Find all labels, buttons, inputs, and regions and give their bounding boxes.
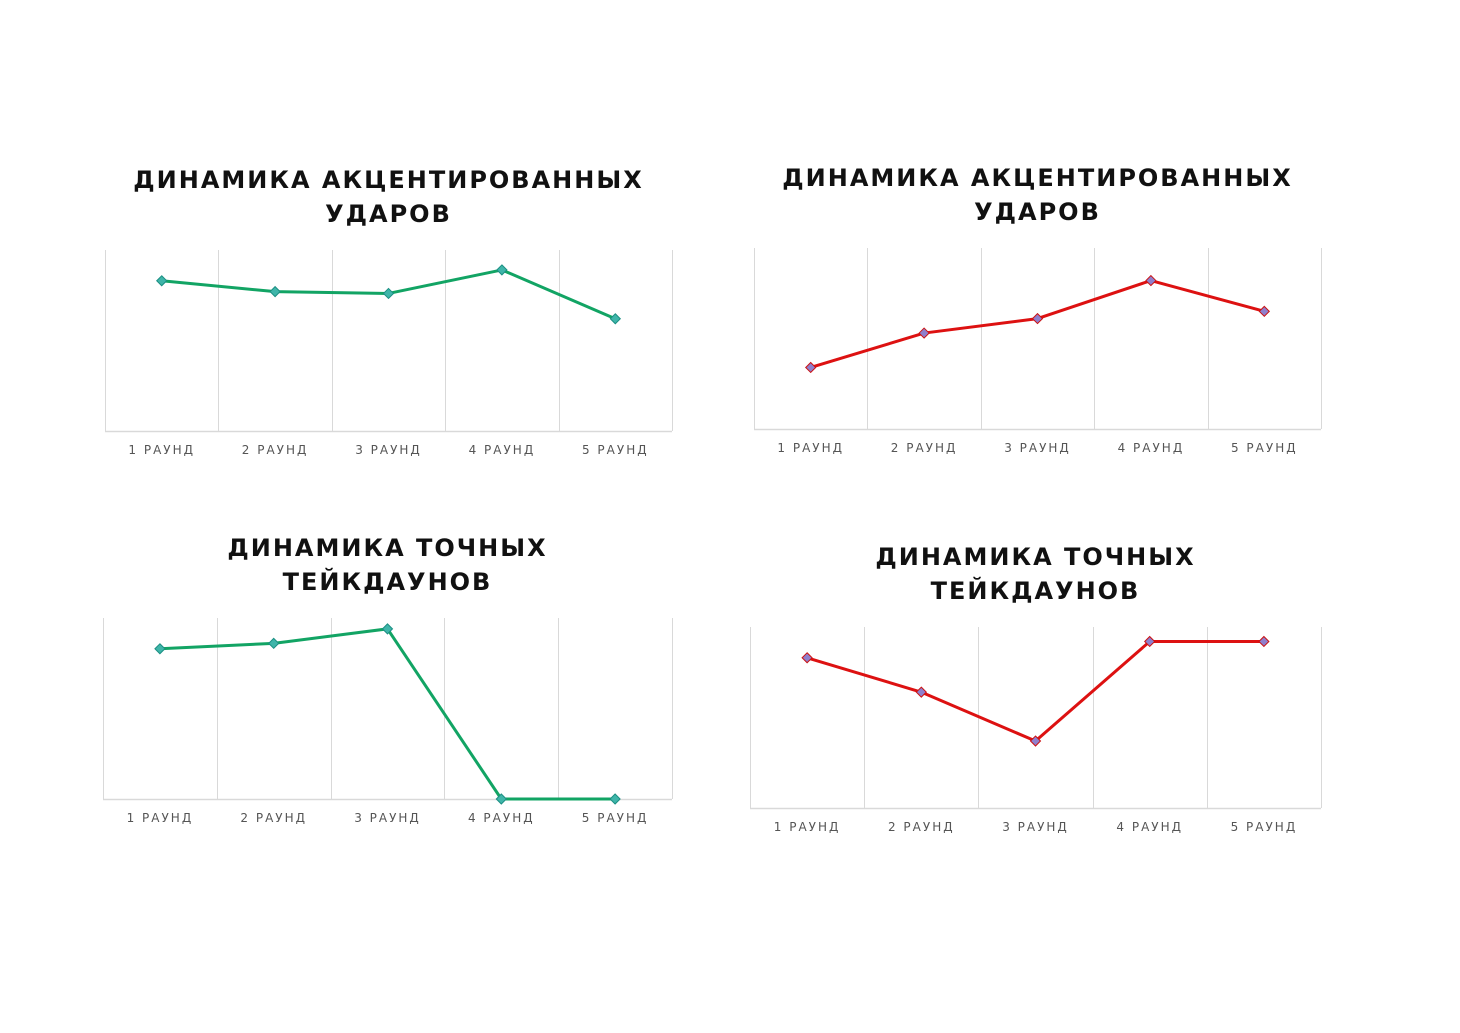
x-tick-label: 3 РАУНД bbox=[1002, 820, 1069, 834]
chart-title: ДИНАМИКА АКЦЕНТИРОВАННЫХ УДАРОВ bbox=[782, 164, 1293, 226]
plot-area: 1 РАУНД 2 РАУНД 3 РАУНД 4 РАУНД 5 РАУНД bbox=[750, 627, 1322, 834]
chart-title: ДИНАМИКА АКЦЕНТИРОВАННЫХ УДАРОВ bbox=[133, 166, 644, 228]
data-point bbox=[496, 264, 508, 276]
series-line bbox=[159, 627, 616, 801]
x-tick-label: 5 РАУНД bbox=[1231, 441, 1298, 455]
plot-area: 1 РАУНД 2 РАУНД 3 РАУНД 4 РАУНД 5 РАУНД bbox=[105, 250, 673, 457]
chart-title: ДИНАМИКА ТОЧНЫХ ТЕЙКДАУНОВ bbox=[875, 543, 1196, 605]
data-point bbox=[609, 313, 622, 325]
data-point bbox=[1258, 305, 1271, 318]
data-point bbox=[267, 637, 280, 650]
x-tick-label: 3 РАУНД bbox=[1004, 441, 1071, 455]
chart-accented-strikes-red: ДИНАМИКА АКЦЕНТИРОВАННЫХ УДАРОВ 1 РАУНД 2… bbox=[754, 159, 1322, 459]
x-tick-label: 2 РАУНД bbox=[240, 811, 307, 825]
chart-title: ДИНАМИКА ТОЧНЫХ ТЕЙКДАУНОВ bbox=[227, 534, 548, 596]
x-tick-label: 2 РАУНД bbox=[242, 443, 309, 457]
x-tick-label: 3 РАУНД bbox=[354, 811, 421, 825]
data-point bbox=[381, 623, 394, 635]
data-point bbox=[155, 275, 168, 287]
x-tick-label: 4 РАУНД bbox=[1118, 441, 1185, 455]
data-point bbox=[1145, 274, 1157, 287]
data-point bbox=[1143, 635, 1156, 648]
x-tick-label: 1 РАУНД bbox=[127, 811, 194, 825]
data-point bbox=[1029, 735, 1042, 747]
chart-takedowns-green: ДИНАМИКА ТОЧНЫХ ТЕЙКДАУНОВ 1 РАУНД 2 РАУН… bbox=[103, 529, 673, 829]
data-point bbox=[915, 686, 928, 698]
x-tick-label: 3 РАУНД bbox=[355, 443, 422, 457]
x-tick-label: 4 РАУНД bbox=[469, 443, 536, 457]
data-point bbox=[804, 361, 817, 374]
data-point bbox=[918, 327, 930, 339]
x-tick-label: 1 РАУНД bbox=[774, 820, 841, 834]
x-tick-label: 5 РАУНД bbox=[582, 443, 649, 457]
x-tick-label: 1 РАУНД bbox=[128, 443, 195, 457]
data-point bbox=[154, 643, 166, 655]
data-point bbox=[269, 285, 281, 298]
x-tick-label: 4 РАУНД bbox=[1116, 820, 1183, 834]
series-line bbox=[806, 639, 1264, 743]
x-tick-label: 1 РАУНД bbox=[777, 441, 844, 455]
data-point bbox=[1031, 312, 1044, 325]
chart-takedowns-red: ДИНАМИКА ТОЧНЫХ ТЕЙКДАУНОВ 1 РАУНД 2 РАУН… bbox=[750, 538, 1322, 838]
data-point bbox=[382, 287, 395, 300]
data-point bbox=[495, 793, 508, 805]
x-tick-label: 2 РАУНД bbox=[888, 820, 955, 834]
plot-area: 1 РАУНД 2 РАУНД 3 РАУНД 4 РАУНД 5 РАУНД bbox=[754, 248, 1322, 455]
data-point bbox=[801, 652, 813, 664]
data-point bbox=[609, 793, 621, 805]
x-tick-label: 5 РАУНД bbox=[582, 811, 649, 825]
x-tick-label: 2 РАУНД bbox=[891, 441, 958, 455]
x-tick-label: 5 РАУНД bbox=[1231, 820, 1298, 834]
x-tick-label: 4 РАУНД bbox=[468, 811, 535, 825]
chart-accented-strikes-green: ДИНАМИКА АКЦЕНТИРОВАННЫХ УДАРОВ 1 РАУНД 2… bbox=[105, 161, 673, 461]
plot-area: 1 РАУНД 2 РАУНД 3 РАУНД 4 РАУНД 5 РАУНД bbox=[103, 618, 673, 825]
data-point bbox=[1258, 635, 1270, 648]
